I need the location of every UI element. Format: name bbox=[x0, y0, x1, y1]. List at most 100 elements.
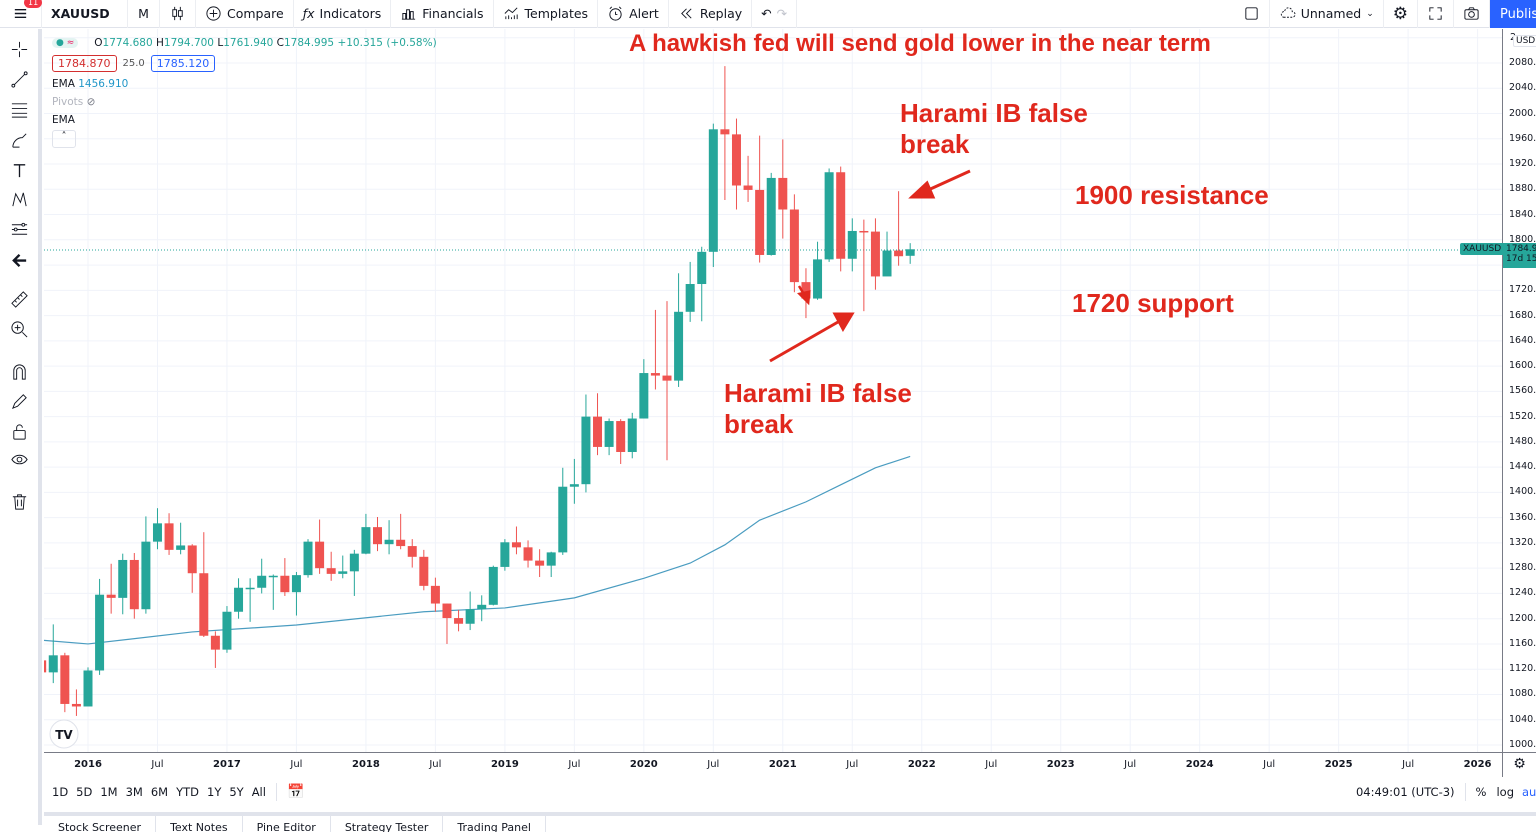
price-scale[interactable]: 2 USD 2080.002040.002000.001960.001920.0… bbox=[1502, 29, 1536, 752]
candle-body bbox=[639, 373, 649, 419]
time-label: 2024 bbox=[1185, 759, 1214, 770]
change-value: +10.315 (+0.58%) bbox=[337, 37, 437, 49]
measure-tool[interactable] bbox=[9, 289, 29, 309]
candle bbox=[824, 168, 834, 262]
collapse-legend-button[interactable]: ˄ bbox=[52, 130, 76, 148]
fullscreen-icon bbox=[1429, 7, 1442, 20]
layout-name-button[interactable]: Unnamed ⌄ bbox=[1270, 0, 1384, 28]
goto-date-icon[interactable]: 📅 bbox=[286, 784, 305, 800]
sell-button[interactable]: 1784.870 bbox=[52, 55, 117, 72]
candle-body bbox=[60, 655, 70, 704]
range-button-6m[interactable]: 6M bbox=[150, 785, 169, 799]
time-label: 2025 bbox=[1324, 759, 1353, 770]
chart-legend: ● ≈ O1774.680 H1794.700 L1761.940 C1784.… bbox=[52, 34, 437, 148]
range-button-all[interactable]: All bbox=[251, 785, 266, 799]
redo-icon[interactable]: ↷ bbox=[776, 6, 788, 21]
range-button-5y[interactable]: 5Y bbox=[229, 785, 244, 799]
compare-button[interactable]: Compare bbox=[196, 0, 294, 28]
indicators-button[interactable]: ƒx Indicators bbox=[294, 0, 392, 28]
crosshair-tool[interactable] bbox=[9, 39, 29, 59]
harami-top-annotation-2[interactable]: break bbox=[900, 129, 970, 159]
undo-redo: ↶ ↷ bbox=[752, 0, 798, 28]
candle-body bbox=[836, 172, 846, 259]
zoom-tool[interactable] bbox=[9, 319, 29, 339]
pattern-tool[interactable] bbox=[9, 189, 29, 209]
arrow-tool[interactable] bbox=[9, 250, 29, 270]
financials-button[interactable]: Financials bbox=[391, 0, 494, 28]
fib-tool[interactable] bbox=[9, 99, 29, 119]
headline-annotation[interactable]: A hawkish fed will send gold lower in th… bbox=[629, 30, 1211, 57]
bottom-tab[interactable]: Stock Screener bbox=[44, 816, 157, 832]
replay-button[interactable]: Replay bbox=[669, 0, 753, 28]
brush-tool[interactable] bbox=[9, 130, 29, 150]
remove-drawings-tool[interactable] bbox=[9, 491, 29, 511]
settings-button[interactable]: ⚙ bbox=[1384, 0, 1418, 28]
time-axis[interactable]: 2016 Jul 2017 Jul 2018 Jul 2019 Jul 2020 Jul 2021 J… bbox=[44, 752, 1536, 777]
candle bbox=[477, 595, 487, 622]
bottom-tab[interactable]: Text Notes bbox=[156, 816, 243, 832]
range-button-3m[interactable]: 3M bbox=[125, 785, 143, 799]
candle-body bbox=[847, 230, 857, 259]
percent-scale-toggle[interactable]: % bbox=[1475, 785, 1487, 799]
chart-type-button[interactable] bbox=[160, 0, 196, 28]
fullscreen-button[interactable] bbox=[1418, 0, 1454, 28]
snapshot-button[interactable] bbox=[1454, 0, 1490, 28]
time-label: 2016 bbox=[74, 759, 102, 770]
alert-button[interactable]: Alert bbox=[598, 0, 669, 28]
text-tool[interactable] bbox=[9, 160, 29, 180]
eye-hidden-icon[interactable]: ⊘ bbox=[86, 96, 96, 108]
bottom-tab[interactable]: Strategy Tester bbox=[331, 816, 444, 832]
range-button-1m[interactable]: 1M bbox=[100, 785, 118, 799]
bottom-tab[interactable]: Trading Panel bbox=[443, 816, 546, 832]
stay-drawing-tool[interactable] bbox=[9, 391, 29, 411]
interval-button[interactable]: M bbox=[128, 0, 160, 28]
range-button-ytd[interactable]: YTD bbox=[176, 785, 199, 799]
range-button-1y[interactable]: 1Y bbox=[207, 785, 222, 799]
candle-body bbox=[616, 421, 626, 452]
chart-grid bbox=[44, 29, 1502, 752]
range-button-5d[interactable]: 5D bbox=[76, 785, 93, 799]
undo-icon[interactable]: ↶ bbox=[761, 6, 772, 21]
magnet-tool[interactable] bbox=[9, 361, 29, 381]
publish-button[interactable]: Publish bbox=[1490, 0, 1536, 28]
symbol-search[interactable]: XAUUSD bbox=[42, 0, 128, 28]
range-button-1d[interactable]: 1D bbox=[52, 785, 69, 799]
trend-line-tool[interactable] bbox=[9, 69, 29, 89]
bottom-tab[interactable]: Pine Editor bbox=[243, 816, 331, 832]
candle bbox=[465, 591, 475, 631]
menu-button[interactable]: 11 bbox=[0, 0, 43, 28]
harami-bottom-annotation-2[interactable]: break bbox=[724, 409, 794, 439]
candle-body bbox=[44, 660, 47, 673]
candle bbox=[71, 689, 81, 716]
candle bbox=[176, 522, 186, 555]
buy-button[interactable]: 1785.120 bbox=[150, 55, 216, 72]
resistance-annotation[interactable]: 1900 resistance bbox=[1075, 180, 1269, 210]
pattern-icon bbox=[11, 191, 27, 206]
price-chart[interactable]: TV bbox=[44, 29, 1536, 777]
auto-scale-toggle[interactable]: auto bbox=[1522, 785, 1536, 799]
harami-bottom-annotation-1[interactable]: Harami IB false bbox=[724, 378, 912, 408]
ema2-legend[interactable]: EMA bbox=[52, 114, 437, 126]
price-label: 1200.00 bbox=[1509, 612, 1536, 624]
templates-label: Templates bbox=[524, 6, 589, 21]
pivots-legend[interactable]: Pivots ⊘ bbox=[52, 96, 437, 108]
templates-button[interactable]: Templates bbox=[494, 0, 599, 28]
candle-body bbox=[222, 611, 232, 650]
harami-top-annotation-1[interactable]: Harami IB false bbox=[900, 98, 1088, 128]
currency-label[interactable]: USD bbox=[1513, 35, 1536, 47]
hide-tool[interactable] bbox=[9, 450, 29, 470]
candle-body bbox=[685, 284, 695, 312]
price-label: 1960.00 bbox=[1509, 132, 1536, 144]
lock-tool[interactable] bbox=[9, 421, 29, 441]
support-annotation[interactable]: 1720 support bbox=[1072, 288, 1234, 318]
prediction-tool[interactable] bbox=[9, 219, 29, 239]
low-label: L bbox=[217, 37, 224, 49]
log-scale-toggle[interactable]: log bbox=[1496, 785, 1514, 799]
ema-legend[interactable]: EMA 1456.910 bbox=[52, 78, 437, 90]
layout-select-button[interactable] bbox=[1234, 0, 1270, 28]
clock[interactable]: 04:49:01 (UTC-3) bbox=[1355, 785, 1455, 799]
close-label: C bbox=[276, 37, 284, 49]
axis-settings-button[interactable]: ⚙ bbox=[1502, 753, 1536, 777]
candle bbox=[373, 517, 382, 552]
price-label: 1560.00 bbox=[1509, 385, 1536, 397]
